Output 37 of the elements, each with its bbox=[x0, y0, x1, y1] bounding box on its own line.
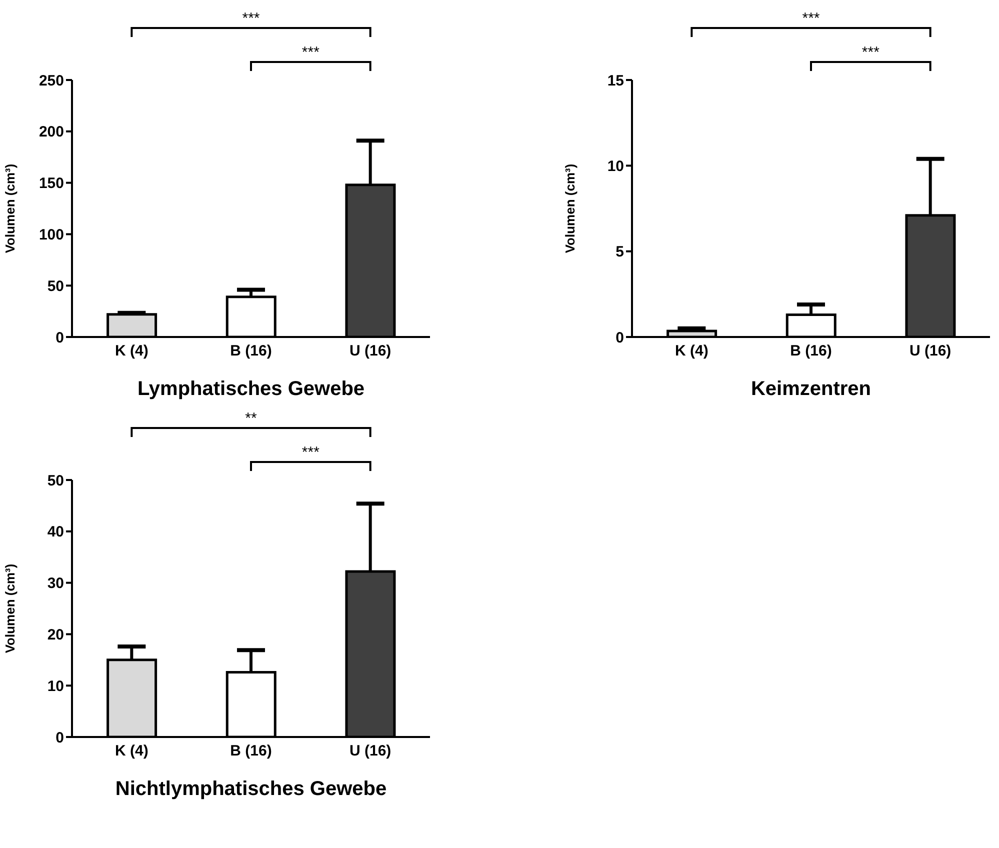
text: ** bbox=[245, 410, 257, 427]
y-tick-label: 5 bbox=[616, 244, 624, 261]
y-axis-title: Volumen (cm³) bbox=[2, 164, 18, 254]
x-axis-title: Nichtlymphatisches Gewebe bbox=[115, 778, 387, 800]
x-tick-label: U (16) bbox=[909, 342, 952, 360]
y-tick-label: 0 bbox=[56, 729, 64, 746]
y-tick-label: 200 bbox=[38, 124, 64, 141]
x-axis-title: Keimzentren bbox=[750, 378, 872, 400]
text: *** bbox=[302, 444, 320, 461]
y-tick-label: 20 bbox=[47, 626, 64, 644]
y-tick-label: 250 bbox=[38, 72, 64, 90]
x-tick-label: K (4) bbox=[114, 342, 148, 360]
x-tick-label: K (4) bbox=[114, 742, 148, 760]
y-tick-label: 30 bbox=[47, 575, 64, 592]
y-tick-label: 10 bbox=[47, 678, 64, 695]
x-tick-label: K (4) bbox=[674, 342, 708, 360]
y-tick-label: 150 bbox=[38, 175, 64, 192]
y-tick-label: 15 bbox=[607, 72, 624, 90]
x-axis-title: Lymphatisches Gewebe bbox=[137, 378, 365, 400]
text: *** bbox=[802, 10, 820, 27]
y-tick-label: 0 bbox=[56, 329, 64, 346]
y-tick-label: 10 bbox=[607, 158, 624, 175]
y-tick-label: 50 bbox=[47, 278, 64, 295]
y-tick-label: 100 bbox=[38, 226, 64, 244]
text: *** bbox=[242, 10, 260, 27]
x-tick-label: B (16) bbox=[230, 742, 272, 760]
text: *** bbox=[862, 44, 880, 61]
text: *** bbox=[302, 44, 320, 61]
x-tick-label: U (16) bbox=[349, 742, 392, 760]
x-tick-label: U (16) bbox=[349, 342, 392, 360]
y-axis-title: Volumen (cm³) bbox=[2, 564, 18, 654]
y-tick-label: 50 bbox=[47, 472, 64, 490]
x-tick-label: B (16) bbox=[790, 342, 832, 360]
y-axis-title: Volumen (cm³) bbox=[562, 164, 578, 254]
y-tick-label: 0 bbox=[616, 329, 624, 346]
x-tick-label: B (16) bbox=[230, 342, 272, 360]
y-tick-label: 40 bbox=[47, 524, 64, 541]
